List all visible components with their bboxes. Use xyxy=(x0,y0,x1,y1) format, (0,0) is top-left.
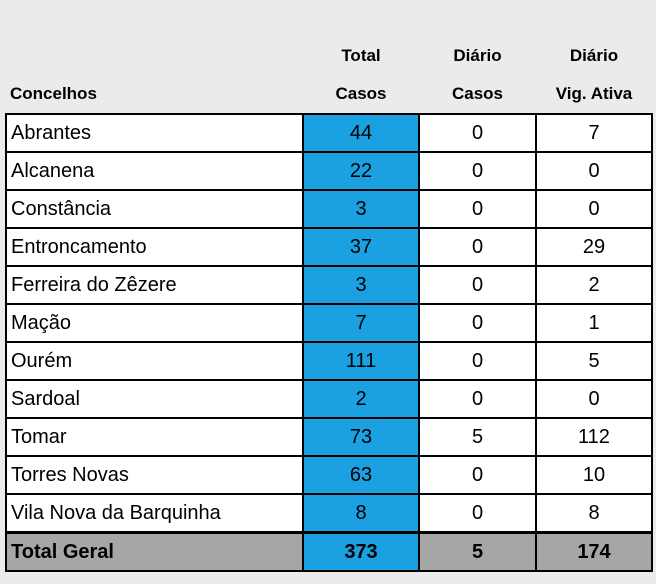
table-row: Alcanena 22 0 0 xyxy=(5,151,653,191)
row-diario-casos: 0 xyxy=(418,493,537,534)
row-total-casos: 44 xyxy=(302,113,420,153)
row-concelho: Ferreira do Zêzere xyxy=(5,265,304,305)
row-total-casos: 37 xyxy=(302,227,420,267)
row-concelho: Alcanena xyxy=(5,151,304,191)
grand-total-diario-casos: 5 xyxy=(418,531,537,572)
row-concelho: Mação xyxy=(5,303,304,343)
row-vig-ativa: 1 xyxy=(535,303,653,343)
header-vig-ativa: Vig. Ativa xyxy=(536,75,652,114)
row-vig-ativa: 8 xyxy=(535,493,653,534)
row-vig-ativa: 10 xyxy=(535,455,653,495)
row-concelho: Ourém xyxy=(5,341,304,381)
row-total-casos: 2 xyxy=(302,379,420,419)
row-vig-ativa: 0 xyxy=(535,151,653,191)
row-total-casos: 7 xyxy=(302,303,420,343)
row-total-casos: 111 xyxy=(302,341,420,381)
row-concelho: Torres Novas xyxy=(5,455,304,495)
header-total-casos: Casos xyxy=(303,75,419,114)
row-vig-ativa: 7 xyxy=(535,113,653,153)
row-diario-casos: 0 xyxy=(418,379,537,419)
row-total-casos: 73 xyxy=(302,417,420,457)
header-diario-vig-top: Diário xyxy=(536,37,652,75)
row-total-casos: 3 xyxy=(302,265,420,305)
header-diario-casos-top: Diário xyxy=(419,37,536,75)
header-concelhos-top xyxy=(6,37,303,75)
row-concelho: Tomar xyxy=(5,417,304,457)
table-row: Mação 7 0 1 xyxy=(5,303,653,343)
row-concelho: Sardoal xyxy=(5,379,304,419)
header-diario-casos: Casos xyxy=(419,75,536,114)
table-row: Ourém 111 0 5 xyxy=(5,341,653,381)
header-concelhos: Concelhos xyxy=(6,75,303,114)
header-row-top: Total Diário Diário xyxy=(6,37,652,75)
row-total-casos: 3 xyxy=(302,189,420,229)
row-vig-ativa: 5 xyxy=(535,341,653,381)
cases-by-municipality-table: Total Diário Diário Concelhos Casos Caso… xyxy=(5,37,653,572)
row-total-casos: 8 xyxy=(302,493,420,534)
row-total-casos: 63 xyxy=(302,455,420,495)
table-row: Torres Novas 63 0 10 xyxy=(5,455,653,495)
table-row: Entroncamento 37 0 29 xyxy=(5,227,653,267)
row-vig-ativa: 2 xyxy=(535,265,653,305)
table-row: Ferreira do Zêzere 3 0 2 xyxy=(5,265,653,305)
row-diario-casos: 0 xyxy=(418,151,537,191)
row-vig-ativa: 112 xyxy=(535,417,653,457)
row-vig-ativa: 0 xyxy=(535,189,653,229)
table-row: Sardoal 2 0 0 xyxy=(5,379,653,419)
row-diario-casos: 5 xyxy=(418,417,537,457)
table-body: Abrantes 44 0 7 Alcanena 22 0 0 Constância 3 0 0 Ent… xyxy=(5,113,653,572)
row-vig-ativa: 0 xyxy=(535,379,653,419)
header-total-top: Total xyxy=(303,37,419,75)
table-row: Abrantes 44 0 7 xyxy=(5,113,653,153)
row-diario-casos: 0 xyxy=(418,341,537,381)
header-row-bottom: Concelhos Casos Casos Vig. Ativa xyxy=(6,75,652,114)
row-diario-casos: 0 xyxy=(418,455,537,495)
row-diario-casos: 0 xyxy=(418,189,537,229)
row-diario-casos: 0 xyxy=(418,265,537,305)
grand-total-casos: 373 xyxy=(302,531,420,572)
row-concelho: Constância xyxy=(5,189,304,229)
table-row: Constância 3 0 0 xyxy=(5,189,653,229)
table-header: Total Diário Diário Concelhos Casos Caso… xyxy=(6,37,652,114)
row-diario-casos: 0 xyxy=(418,303,537,343)
grand-total-vig-ativa: 174 xyxy=(535,531,653,572)
row-concelho: Vila Nova da Barquinha xyxy=(5,493,304,534)
row-concelho: Abrantes xyxy=(5,113,304,153)
table-row: Vila Nova da Barquinha 8 0 8 xyxy=(5,493,653,534)
grand-total-row: Total Geral 373 5 174 xyxy=(5,531,653,572)
row-total-casos: 22 xyxy=(302,151,420,191)
row-concelho: Entroncamento xyxy=(5,227,304,267)
row-diario-casos: 0 xyxy=(418,113,537,153)
row-vig-ativa: 29 xyxy=(535,227,653,267)
table-row: Tomar 73 5 112 xyxy=(5,417,653,457)
row-diario-casos: 0 xyxy=(418,227,537,267)
grand-total-label: Total Geral xyxy=(5,531,304,572)
